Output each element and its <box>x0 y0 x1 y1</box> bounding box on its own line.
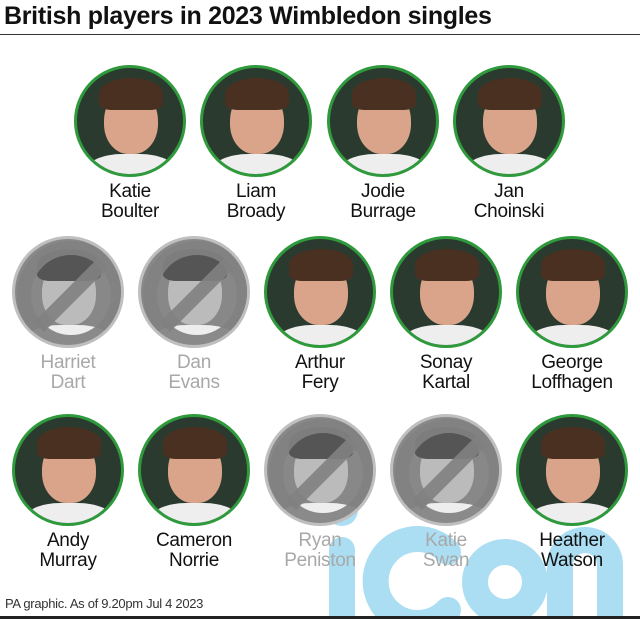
player-first-name: Cameron <box>155 530 233 551</box>
player-last-name: Swan <box>422 550 470 571</box>
player-photo <box>453 65 565 177</box>
player-first-name: Harriet <box>40 352 96 373</box>
player-first-name: Katie <box>109 181 151 202</box>
bottom-divider <box>0 616 640 619</box>
player-card: Ryan Peniston <box>260 414 380 571</box>
player-photo <box>390 414 502 526</box>
player-photo <box>138 414 250 526</box>
player-photo <box>12 236 124 348</box>
player-photo <box>200 65 312 177</box>
player-first-name: Heather <box>539 530 605 551</box>
player-photo <box>264 236 376 348</box>
eliminated-prohibition-icon <box>17 241 121 345</box>
player-last-name: Peniston <box>284 550 356 571</box>
eliminated-prohibition-icon <box>395 419 499 523</box>
player-last-name: Norrie <box>169 550 219 571</box>
player-first-name: Dan <box>177 352 211 373</box>
player-card: Jodie Burrage <box>323 65 443 222</box>
player-photo <box>74 65 186 177</box>
player-photo <box>390 236 502 348</box>
player-card: Arthur Fery <box>260 236 380 393</box>
player-last-name: Fery <box>301 372 339 393</box>
player-card: Katie Boulter <box>70 65 190 222</box>
player-card: George Loffhagen <box>512 236 632 393</box>
title-divider <box>0 34 640 35</box>
player-card: Heather Watson <box>512 414 632 571</box>
player-last-name: Loffhagen <box>531 372 613 393</box>
player-first-name: Jodie <box>361 181 405 202</box>
player-first-name: George <box>541 352 603 373</box>
player-last-name: Boulter <box>100 201 160 222</box>
player-card: Jan Choinski <box>449 65 569 222</box>
player-photo <box>516 236 628 348</box>
eliminated-prohibition-icon <box>143 241 247 345</box>
player-card: Andy Murray <box>8 414 128 571</box>
player-first-name: Sonay <box>419 352 473 373</box>
player-first-name: Ryan <box>298 530 342 551</box>
player-last-name: Murray <box>39 550 97 571</box>
player-photo <box>264 414 376 526</box>
player-card: Liam Broady <box>196 65 316 222</box>
page-title: British players in 2023 Wimbledon single… <box>4 2 492 30</box>
player-last-name: Burrage <box>350 201 416 222</box>
player-last-name: Watson <box>541 550 603 571</box>
player-card: Katie Swan <box>386 414 506 571</box>
player-first-name: Andy <box>46 530 90 551</box>
player-card: Harriet Dart <box>8 236 128 393</box>
footer-credit: PA graphic. As of 9.20pm Jul 4 2023 <box>5 596 204 611</box>
eliminated-prohibition-icon <box>269 419 373 523</box>
player-first-name: Liam <box>236 181 276 202</box>
player-last-name: Evans <box>168 372 220 393</box>
player-first-name: Jan <box>494 181 524 202</box>
player-last-name: Kartal <box>422 372 470 393</box>
player-last-name: Dart <box>50 372 86 393</box>
player-last-name: Broady <box>226 201 286 222</box>
player-photo <box>138 236 250 348</box>
player-photo <box>12 414 124 526</box>
player-photo <box>516 414 628 526</box>
player-card: Dan Evans <box>134 236 254 393</box>
player-card: Cameron Norrie <box>134 414 254 571</box>
player-first-name: Arthur <box>295 352 345 373</box>
player-photo <box>327 65 439 177</box>
player-first-name: Katie <box>425 530 467 551</box>
player-last-name: Choinski <box>473 201 545 222</box>
player-card: Sonay Kartal <box>386 236 506 393</box>
